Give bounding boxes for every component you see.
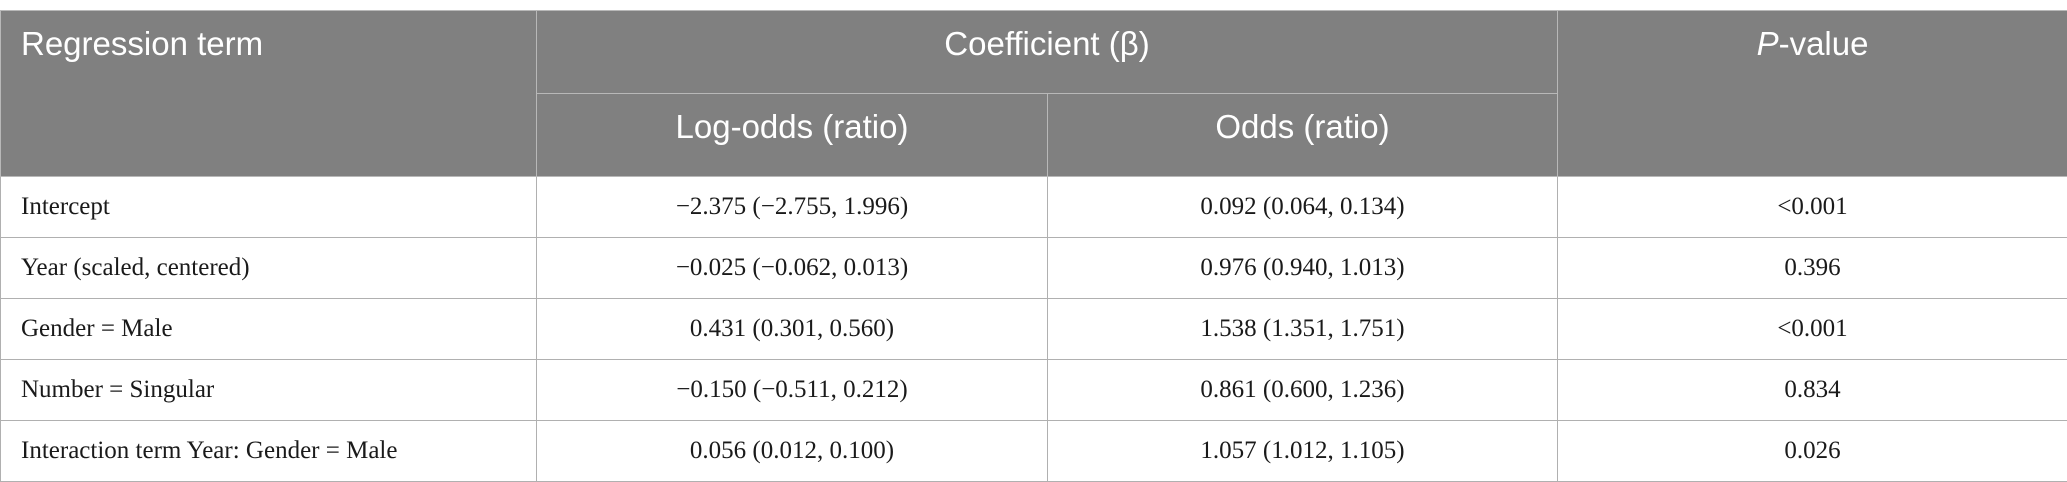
table-row: Gender = Male 0.431 (0.301, 0.560) 1.538… <box>1 299 2067 360</box>
cell-term: Intercept <box>1 177 537 238</box>
cell-log-odds: −0.025 (−0.062, 0.013) <box>537 238 1048 299</box>
cell-term: Number = Singular <box>1 360 537 421</box>
cell-p-value: 0.396 <box>1558 238 2067 299</box>
cell-odds: 0.092 (0.064, 0.134) <box>1048 177 1558 238</box>
header-coefficient: Coefficient (β) <box>537 11 1558 94</box>
table-row: Interaction term Year: Gender = Male 0.0… <box>1 421 2067 482</box>
cell-p-value: <0.001 <box>1558 299 2067 360</box>
cell-term: Gender = Male <box>1 299 537 360</box>
header-p-value-italic: P <box>1757 25 1779 62</box>
cell-term: Year (scaled, centered) <box>1 238 537 299</box>
regression-table: Regression term Coefficient (β) P-value … <box>0 10 2067 482</box>
table-row: Number = Singular −0.150 (−0.511, 0.212)… <box>1 360 2067 421</box>
header-log-odds: Log-odds (ratio) <box>537 94 1048 177</box>
cell-odds: 1.057 (1.012, 1.105) <box>1048 421 1558 482</box>
table-header: Regression term Coefficient (β) P-value … <box>1 11 2067 177</box>
cell-p-value: 0.026 <box>1558 421 2067 482</box>
table-body: Intercept −2.375 (−2.755, 1.996) 0.092 (… <box>1 177 2067 482</box>
cell-log-odds: 0.431 (0.301, 0.560) <box>537 299 1048 360</box>
cell-log-odds: 0.056 (0.012, 0.100) <box>537 421 1048 482</box>
header-p-value-rest: -value <box>1779 25 1869 62</box>
header-p-value: P-value <box>1558 11 2067 177</box>
cell-odds: 0.861 (0.600, 1.236) <box>1048 360 1558 421</box>
cell-odds: 1.538 (1.351, 1.751) <box>1048 299 1558 360</box>
cell-odds: 0.976 (0.940, 1.013) <box>1048 238 1558 299</box>
cell-p-value: <0.001 <box>1558 177 2067 238</box>
header-odds: Odds (ratio) <box>1048 94 1558 177</box>
table-row: Intercept −2.375 (−2.755, 1.996) 0.092 (… <box>1 177 2067 238</box>
cell-p-value: 0.834 <box>1558 360 2067 421</box>
cell-term: Interaction term Year: Gender = Male <box>1 421 537 482</box>
table-row: Year (scaled, centered) −0.025 (−0.062, … <box>1 238 2067 299</box>
cell-log-odds: −2.375 (−2.755, 1.996) <box>537 177 1048 238</box>
header-regression-term: Regression term <box>1 11 537 177</box>
cell-log-odds: −0.150 (−0.511, 0.212) <box>537 360 1048 421</box>
